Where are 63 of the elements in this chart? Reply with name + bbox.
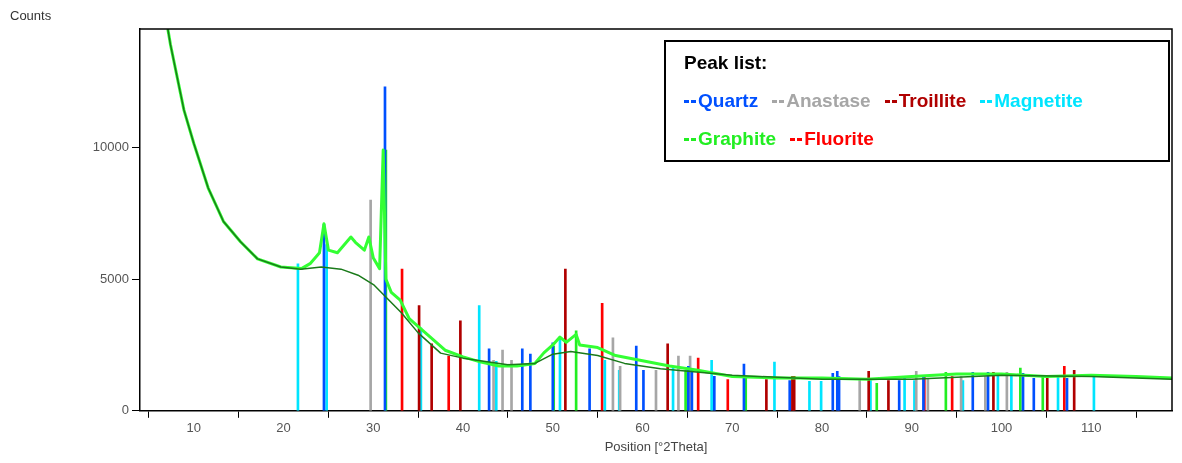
bar xyxy=(510,359,513,411)
bar xyxy=(831,373,835,411)
bar xyxy=(520,348,524,411)
y-tick-label: 0 xyxy=(121,402,129,418)
bar xyxy=(808,380,811,411)
legend-label: Troillite xyxy=(898,90,967,112)
bar xyxy=(696,357,700,411)
bar xyxy=(666,343,669,411)
bar xyxy=(588,348,591,411)
bar xyxy=(1072,369,1076,411)
y-tick-label: 5000 xyxy=(100,270,129,286)
y-axis-title: Counts xyxy=(10,8,52,24)
bar xyxy=(858,378,862,411)
x-axis-title: Position [°2Theta] xyxy=(604,438,708,454)
bar xyxy=(1062,365,1066,411)
bar xyxy=(773,361,776,411)
bar xyxy=(529,353,532,411)
bar xyxy=(686,365,690,411)
bar xyxy=(713,375,716,411)
x-tick-label: 110 xyxy=(1080,420,1102,436)
bar xyxy=(1010,375,1013,411)
legend-title: Peak list: xyxy=(684,52,769,74)
x-tick-label: 80 xyxy=(814,420,830,436)
legend-label: Magnetite xyxy=(994,90,1083,112)
bar xyxy=(642,369,645,411)
x-tick-label: 60 xyxy=(635,420,650,436)
bar xyxy=(325,244,328,411)
bar xyxy=(726,379,730,411)
x-tick-label: 20 xyxy=(276,420,291,436)
x-tick-label: 50 xyxy=(545,420,561,436)
bar xyxy=(1045,378,1049,411)
legend-label: Fluorite xyxy=(804,128,874,150)
y-tick-label: 10000 xyxy=(92,139,129,155)
legend-label: Graphite xyxy=(698,128,777,150)
x-tick-label: 90 xyxy=(904,420,919,436)
bar xyxy=(684,369,687,411)
x-tick-label: 70 xyxy=(725,420,740,436)
bar xyxy=(634,345,638,411)
bar xyxy=(477,305,481,411)
legend-label: Quartz xyxy=(698,90,759,112)
bar xyxy=(984,376,987,411)
bar xyxy=(710,359,713,411)
bar xyxy=(788,380,792,411)
bar xyxy=(430,343,433,411)
bar xyxy=(564,268,567,411)
bar xyxy=(867,370,871,411)
legend-label: Anastase xyxy=(786,90,871,112)
bar xyxy=(875,383,879,411)
bar xyxy=(447,355,451,411)
bar xyxy=(1019,367,1022,411)
bar xyxy=(897,380,901,411)
bar xyxy=(1032,378,1036,411)
x-tick-label: 100 xyxy=(990,420,1013,436)
x-tick-label: 40 xyxy=(455,420,471,436)
x-tick-label: 30 xyxy=(366,420,381,436)
bar xyxy=(887,380,890,411)
x-tick-label: 10 xyxy=(186,420,202,436)
bar xyxy=(369,199,372,411)
bar xyxy=(459,320,462,411)
bar xyxy=(501,349,504,411)
bar xyxy=(765,379,768,411)
bar xyxy=(677,355,680,411)
bar xyxy=(1041,376,1045,411)
